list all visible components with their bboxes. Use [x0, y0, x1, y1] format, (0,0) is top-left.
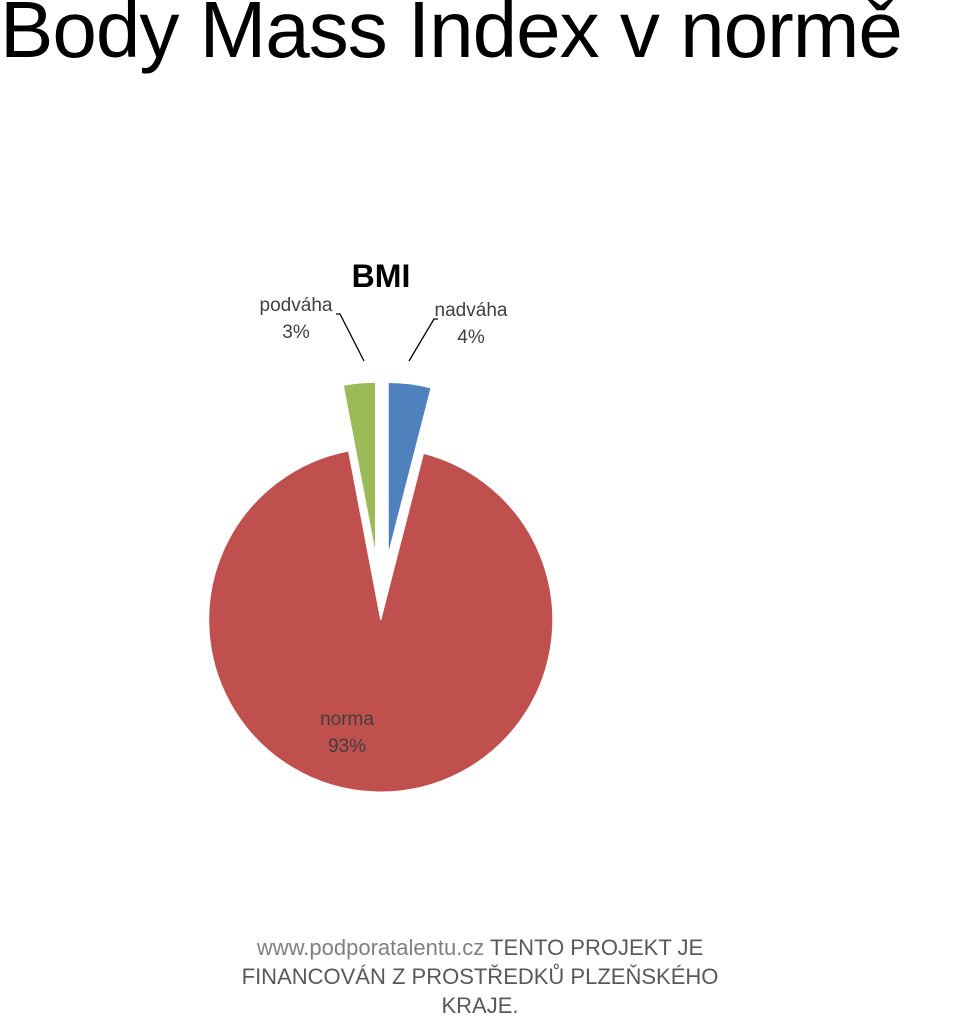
- footer-text: TENTO PROJEKT JE FINANCOVÁN Z PROSTŘEDKŮ…: [241, 935, 719, 1018]
- slice-label-podváha: podváha: [260, 295, 333, 316]
- pie-slices: [208, 381, 554, 793]
- page-title: Body Mass Index v normě: [0, 0, 903, 74]
- connector-nadváha: [408, 318, 438, 362]
- pie-chart: BMI nadváha 4% norma 93% podváha 3%: [208, 258, 554, 793]
- slice-value-podváha: 3%: [282, 322, 310, 343]
- pie-slice-norma: [208, 450, 554, 793]
- footer: www.podporatalentu.cz TENTO PROJEKT JE F…: [220, 933, 740, 1020]
- slice-value-nadváha: 4%: [457, 327, 485, 348]
- slice-label-nadváha: nadváha: [435, 300, 508, 321]
- connector-podváha: [336, 313, 365, 362]
- footer-url[interactable]: www.podporatalentu.cz: [256, 935, 485, 960]
- slice-value-norma: 93%: [328, 736, 366, 757]
- pie-labels: nadváha 4% norma 93% podváha 3%: [260, 295, 508, 757]
- chart-title: BMI: [352, 258, 411, 294]
- pie-slice-podváha: [342, 381, 377, 555]
- pie-slice-nadváha: [387, 381, 432, 555]
- slice-label-norma: norma: [320, 709, 374, 730]
